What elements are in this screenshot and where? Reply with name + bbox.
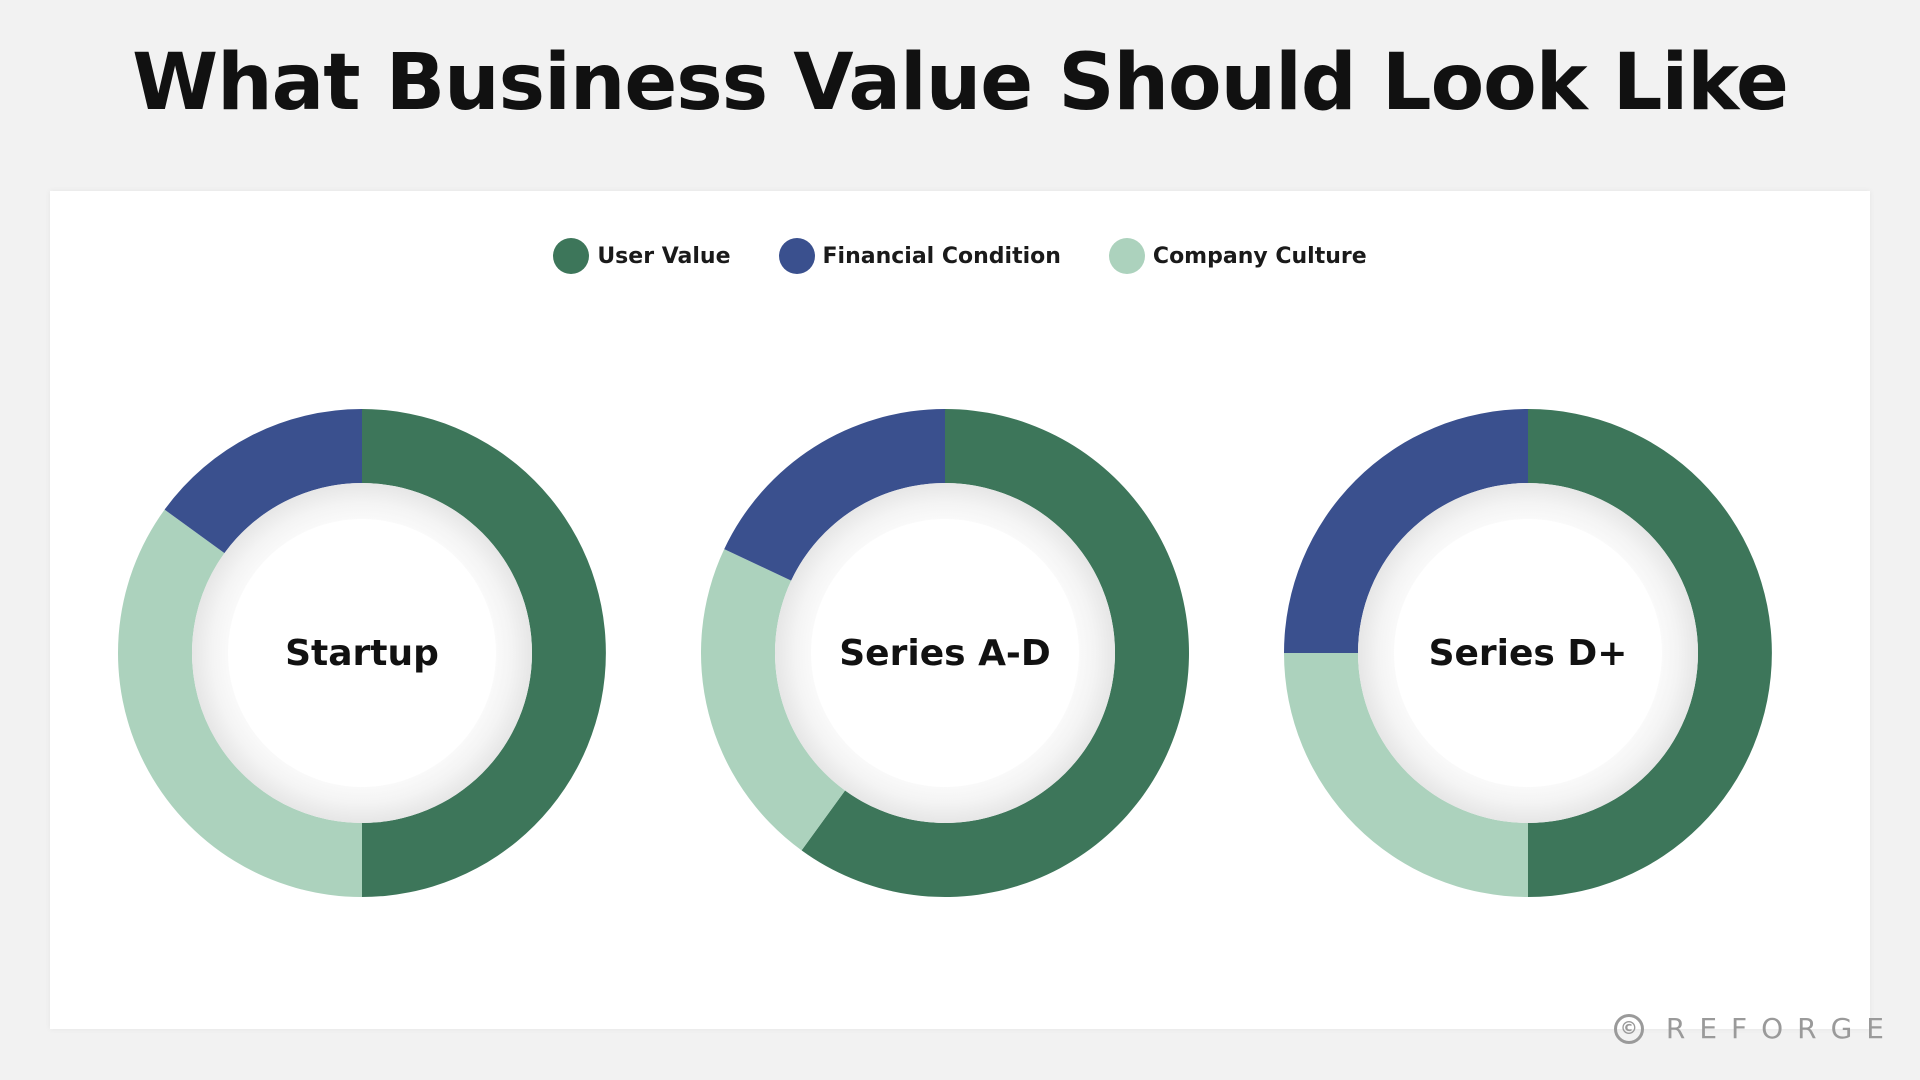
donut-charts: Startup Series A-D Series D+ bbox=[50, 191, 1870, 1029]
donut-center bbox=[1394, 519, 1662, 787]
legend-item-user-value: User Value bbox=[553, 238, 731, 274]
copyright-icon: © bbox=[1613, 1013, 1644, 1044]
brand-mark: © REFORGE bbox=[1613, 1012, 1898, 1045]
legend-label: User Value bbox=[597, 243, 731, 269]
donut-center-label: Startup bbox=[285, 633, 439, 674]
page-title: What Business Value Should Look Like bbox=[132, 38, 1789, 128]
brand-text: REFORGE bbox=[1665, 1012, 1898, 1045]
donut-slice-series-a-d-financial-condition bbox=[724, 409, 945, 581]
donut-center bbox=[811, 519, 1079, 787]
donut-center bbox=[228, 519, 496, 787]
donut-center-label: Series A-D bbox=[839, 633, 1051, 674]
donut-slice-startup-user-value bbox=[362, 409, 606, 897]
legend: User Value Financial Condition Company C… bbox=[50, 238, 1870, 274]
chart-card: User Value Financial Condition Company C… bbox=[50, 191, 1870, 1029]
legend-item-company-culture: Company Culture bbox=[1108, 238, 1367, 274]
donut-chart-canvas: Startup Series A-D Series D+ bbox=[118, 409, 1772, 898]
legend-swatch bbox=[778, 238, 815, 274]
legend-swatch bbox=[553, 238, 590, 274]
donut-slice-startup-financial-condition bbox=[164, 409, 362, 554]
donut-slice-series-d-company-culture bbox=[1284, 653, 1528, 897]
legend-swatch bbox=[1108, 238, 1145, 274]
donut-slice-startup-company-culture bbox=[118, 509, 362, 897]
donut-slice-series-d-user-value bbox=[1528, 409, 1772, 897]
donut-slice-series-a-d-company-culture bbox=[700, 549, 846, 851]
legend-item-financial-condition: Financial Condition bbox=[778, 238, 1061, 274]
donut-slice-series-a-d-user-value bbox=[801, 409, 1190, 898]
donut-slice-series-d-financial-condition bbox=[1284, 409, 1528, 653]
legend-label: Company Culture bbox=[1152, 243, 1367, 269]
donut-center-label: Series D+ bbox=[1429, 633, 1628, 674]
legend-label: Financial Condition bbox=[822, 243, 1061, 269]
